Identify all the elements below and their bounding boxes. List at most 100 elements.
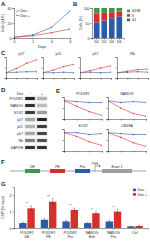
error-cap [130, 226, 132, 227]
bar [116, 8, 122, 12]
axis-line [107, 98, 109, 120]
marker [120, 137, 121, 138]
tick-label: D2 [102, 40, 107, 44]
series-line [64, 101, 102, 116]
axis [79, 58, 81, 79]
marker [101, 115, 102, 116]
bar [101, 8, 107, 13]
tick-label: 50 [86, 22, 90, 26]
tick-mark [63, 151, 65, 152]
marker [51, 32, 52, 33]
marker [26, 63, 27, 64]
figure-svg: ABCDEFG024602040DaysCells (×10⁵)Dox -Dox… [0, 0, 150, 249]
tick [63, 97, 65, 98]
axis: 02040 [8, 7, 15, 41]
blot-band [25, 146, 35, 149]
marker [137, 71, 138, 72]
marker [43, 72, 44, 73]
blot-column-label: − [29, 92, 31, 96]
tick: D4 [110, 38, 115, 44]
marker [76, 132, 77, 133]
element-label: DE [30, 165, 36, 169]
plot-area [94, 8, 122, 38]
blot-strip [25, 117, 48, 123]
blot-band [37, 139, 47, 142]
error-line [87, 222, 88, 224]
error-bar [130, 226, 132, 228]
annotation: * [26, 201, 28, 206]
error-bar [30, 206, 32, 211]
tick-mark [107, 119, 109, 120]
tick-mark [102, 119, 103, 121]
tick-label: 1 [10, 210, 12, 214]
tick-label-line: Ctrl [132, 231, 138, 235]
tick-mark [16, 78, 17, 80]
tick-mark [77, 119, 78, 121]
tick-mark [79, 68, 81, 69]
marker [36, 59, 37, 60]
tick-mark [107, 151, 109, 152]
bar [71, 210, 78, 228]
marker [145, 146, 146, 147]
tick-mark [121, 119, 122, 121]
tick [107, 119, 109, 120]
tick-mark [91, 23, 93, 24]
chart-title: NANOG [121, 92, 134, 96]
tick [101, 78, 102, 80]
legend-swatch [133, 189, 136, 192]
tick-label: 40 [8, 7, 12, 11]
marker [76, 101, 77, 102]
series-line [64, 101, 102, 103]
tick-label: D4 [110, 40, 115, 44]
series-line [108, 133, 146, 135]
chart-title: p57 [93, 52, 99, 56]
axis [107, 130, 109, 152]
blot-band [37, 104, 47, 107]
marker [145, 116, 146, 117]
tick: 0 [88, 37, 92, 41]
tick-mark [90, 78, 91, 80]
tick: 1 [10, 210, 14, 214]
marker [63, 66, 64, 67]
axis-line [65, 120, 103, 121]
plot-area [14, 10, 70, 38]
tick: 6 [70, 38, 72, 44]
tick-label-line: Enh [89, 235, 95, 239]
tick [37, 78, 38, 80]
tick [116, 57, 118, 58]
tick-mark [64, 78, 65, 80]
tick-mark [63, 119, 65, 120]
marker [63, 72, 64, 73]
chart-title: LIN28A [121, 124, 133, 128]
series-line [108, 101, 146, 103]
marker [89, 141, 90, 142]
line-chart: Rb [116, 52, 149, 80]
marker [90, 70, 91, 71]
tick [63, 108, 65, 109]
tick-mark [74, 78, 75, 80]
tick [5, 68, 7, 69]
tick [133, 119, 134, 121]
tick [42, 68, 44, 69]
tick-label: 2 [10, 194, 12, 198]
tick-mark [107, 129, 109, 130]
plot-area [64, 132, 102, 146]
axis [63, 130, 65, 152]
tick: 4 [51, 38, 53, 44]
tick [89, 119, 90, 121]
axis [63, 98, 65, 120]
plot-area [108, 100, 146, 117]
gene-element [25, 169, 40, 173]
plot-area [64, 100, 102, 116]
blot-row-label: p21 [17, 125, 23, 129]
blot-column-label: + [41, 92, 43, 96]
tick-mark [91, 228, 92, 230]
tick [77, 119, 78, 121]
chart-title: p21 [56, 52, 62, 56]
tick-mark [63, 129, 65, 130]
blot-band [25, 118, 35, 121]
axis-line [109, 120, 147, 121]
tick-mark [77, 151, 78, 153]
panel-label: A [1, 1, 6, 7]
marker [80, 72, 81, 73]
